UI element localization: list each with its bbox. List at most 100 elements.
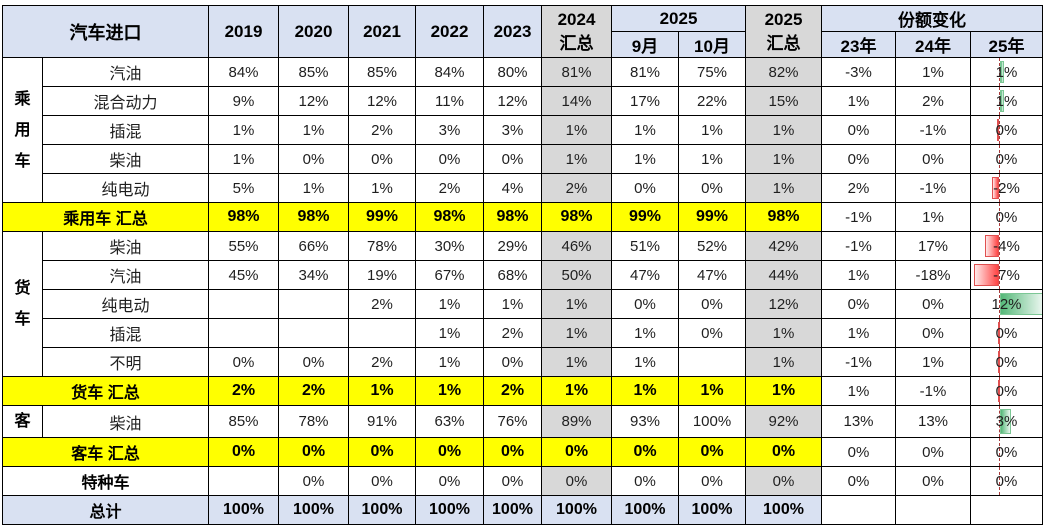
value-cell: 76%: [483, 405, 542, 438]
cell-value: 1%: [772, 121, 795, 139]
value-cell: 1%: [415, 289, 484, 319]
value-cell: 1%: [895, 57, 971, 87]
value-cell: 81%: [611, 57, 679, 87]
cell-value: 98%: [297, 208, 330, 225]
table-row: 乘用车汽油 84% 85% 85% 84% 80% 81% 81% 75% 82% -3% 1% 1%: [2, 57, 1043, 203]
cell-value: 17%: [917, 237, 949, 255]
value-cell: 46%: [541, 231, 612, 261]
value-cell: 99%: [348, 202, 416, 232]
cell-value: 100%: [691, 501, 733, 518]
cell-value: 1%: [371, 179, 393, 197]
cell-value: 1%: [922, 63, 944, 81]
value-cell: 47%: [611, 260, 679, 290]
value-cell: 1%: [745, 376, 822, 406]
value-cell: 63%: [415, 405, 484, 438]
cell-value: 85%: [298, 63, 329, 81]
cell-value: 0%: [995, 382, 1018, 400]
cell-value: 1%: [634, 121, 656, 139]
cell-value: 22%: [696, 92, 728, 110]
value-cell: 0%: [541, 466, 612, 496]
value-cell: 45%: [208, 260, 279, 290]
cell-value: 0%: [301, 443, 326, 460]
value-cell: 1%: [611, 115, 679, 145]
cell-value: 2%: [922, 92, 944, 110]
value-cell: 0%: [278, 347, 349, 377]
cell-value: 0%: [922, 443, 944, 461]
value-cell: 1%: [678, 376, 746, 406]
cell-value: 1%: [922, 208, 944, 226]
table-row: 总计 100% 100% 100% 100% 100% 100% 100% 100% 100%: [2, 495, 1043, 525]
cell-value: 0%: [772, 472, 795, 490]
cell-value: 52%: [696, 237, 728, 255]
value-cell: 78%: [348, 231, 416, 261]
value-cell: 0%: [415, 437, 484, 467]
table-header: 汽车进口 2019 2020 2021 2022 2023 2024 汇总 20…: [2, 5, 1043, 58]
value-cell: -4%: [970, 231, 1043, 261]
value-cell: 85%: [278, 57, 349, 87]
value-cell: 0%: [895, 466, 971, 496]
table-row: 客车 汇总 0% 0% 0% 0% 0% 0% 0% 0% 0% 0% 0% 0%: [2, 437, 1043, 467]
value-cell: 100%: [745, 495, 822, 525]
value-cell: 1%: [745, 144, 822, 174]
cell-value: 1%: [847, 92, 870, 110]
cell-value: -1%: [845, 353, 872, 371]
cell-value: 1%: [701, 121, 723, 139]
value-cell: 0%: [483, 144, 542, 174]
cell-value: 30%: [434, 237, 465, 255]
value-cell: -2%: [970, 173, 1043, 203]
value-cell: 1%: [415, 347, 484, 377]
value-cell: 1%: [970, 86, 1043, 116]
value-cell: 1%: [745, 347, 822, 377]
cell-value: 78%: [298, 413, 329, 430]
value-cell: 2%: [483, 376, 542, 406]
value-cell: 0%: [415, 466, 484, 496]
value-cell: 0%: [611, 289, 679, 319]
table-title: 汽车进口: [2, 5, 209, 58]
cell-value: 66%: [298, 237, 329, 255]
row-label: 柴油: [42, 144, 209, 174]
value-cell: [821, 495, 896, 525]
value-cell: 0%: [678, 289, 746, 319]
value-cell: 1%: [483, 289, 542, 319]
value-cell: [970, 495, 1043, 525]
cell-value: 12%: [298, 92, 329, 110]
cell-value: 85%: [228, 413, 259, 430]
table-row: 纯电动 2% 1% 1% 1% 0% 0% 12% 0% 0% 12%: [3, 289, 1043, 319]
value-cell: 55%: [208, 231, 279, 261]
cell-value: 1%: [438, 295, 461, 313]
row-label: 混合动力: [42, 86, 209, 116]
value-cell: 0%: [415, 144, 484, 174]
cell-value: -3%: [845, 63, 872, 81]
value-cell: 0%: [745, 437, 822, 467]
cell-value: 2%: [500, 382, 525, 399]
cell-value: 34%: [298, 266, 329, 284]
row-label: 插混: [42, 318, 209, 348]
value-cell: 67%: [415, 260, 484, 290]
cell-value: 0%: [922, 472, 944, 490]
value-cell: 84%: [415, 57, 484, 87]
value-cell: 12%: [278, 86, 349, 116]
cell-value: 98%: [767, 208, 800, 225]
value-cell: 1%: [541, 347, 612, 377]
cell-value: 1%: [772, 353, 795, 371]
col-header-2024-line1: 2024: [557, 9, 596, 29]
cell-value: 1%: [437, 382, 462, 399]
value-cell: 12%: [348, 86, 416, 116]
share-change-data-bar: [998, 380, 1000, 402]
table-row: 混合动力 9% 12% 12% 11% 12% 14% 17% 22% 15% 1% 2% 1%: [3, 86, 1043, 116]
cell-value: 47%: [696, 266, 728, 284]
cell-value: 13%: [917, 413, 949, 430]
cell-value: 98%: [560, 208, 593, 225]
cell-value: 80%: [497, 63, 528, 81]
cell-value: 1%: [565, 295, 588, 313]
value-cell: 1%: [208, 144, 279, 174]
cell-value: 1%: [232, 150, 255, 168]
value-cell: [208, 466, 279, 496]
cell-value: 1%: [633, 382, 657, 399]
value-cell: 1%: [678, 115, 746, 145]
value-cell: 0%: [821, 115, 896, 145]
value-cell: 1%: [821, 318, 896, 348]
value-cell: 66%: [278, 231, 349, 261]
row-label: 特种车: [2, 466, 209, 496]
value-cell: 98%: [745, 202, 822, 232]
